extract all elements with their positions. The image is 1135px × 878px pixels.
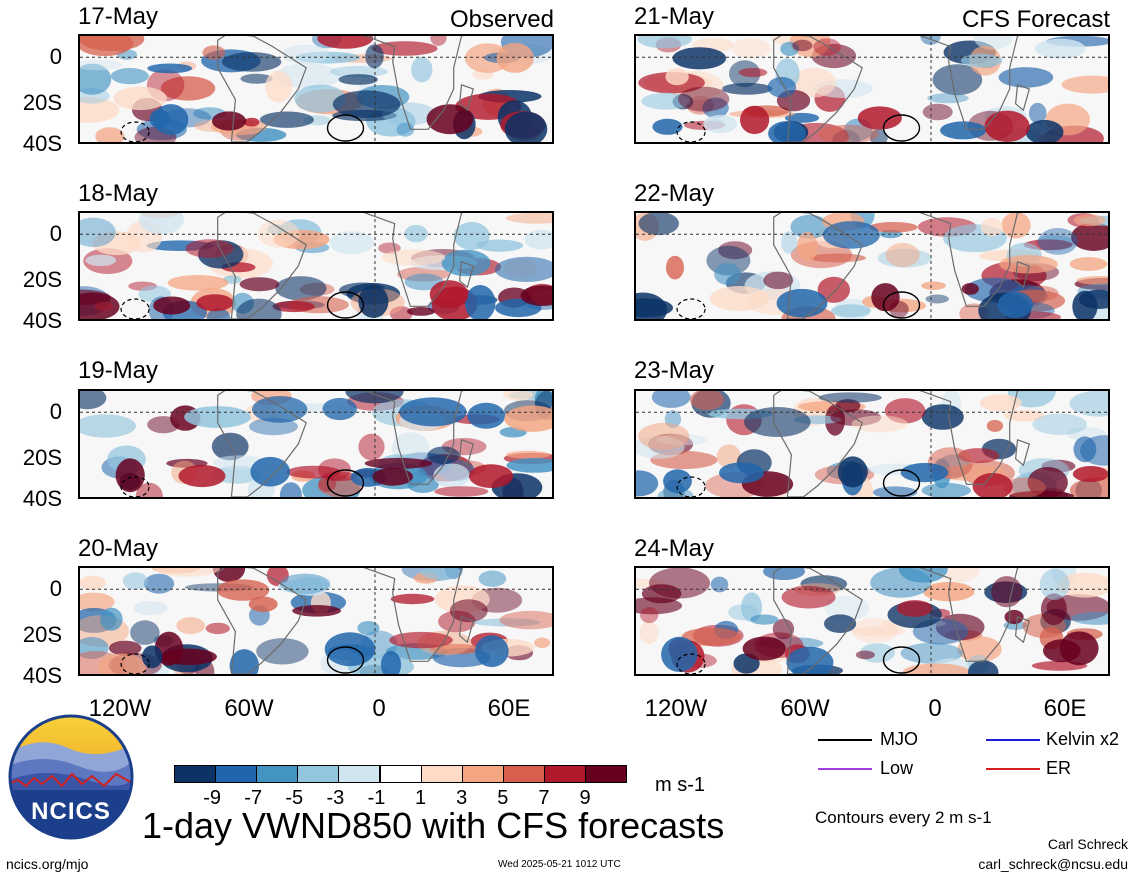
- y-tick-label: 20S: [22, 90, 62, 115]
- footer-email[interactable]: carl_schreck@ncsu.edu: [978, 856, 1128, 872]
- legend-label: Kelvin x2: [1046, 729, 1120, 749]
- legend-label: MJO: [880, 729, 918, 749]
- colorbar-units: m s-1: [655, 774, 705, 796]
- y-tick-label: 40S: [22, 131, 62, 156]
- colorbar-tick-label: -1: [367, 787, 386, 809]
- wind-anomaly-map: [80, 391, 552, 497]
- panel-date: 23-May: [634, 357, 715, 384]
- panel-date: 19-May: [78, 357, 159, 384]
- logo-icon: [8, 714, 134, 840]
- y-tick-label: 40S: [22, 308, 62, 333]
- footer-author: Carl Schreck: [1047, 836, 1128, 852]
- wind-anomaly-map: [80, 213, 552, 319]
- colorbar-swatch: [543, 765, 586, 783]
- panel-date: 21-May: [634, 3, 715, 30]
- main-title: 1-day VWND850 with CFS forecasts: [142, 805, 725, 846]
- wind-anomaly-map: [636, 391, 1108, 497]
- panel-date: 17-May: [78, 3, 159, 30]
- footer-timestamp: Wed 2025-05-21 1012 UTC: [498, 859, 621, 870]
- y-tick-label: 40S: [22, 486, 62, 511]
- x-tick-label: 60E: [487, 695, 531, 722]
- colorbar-tick-label: 5: [497, 787, 509, 809]
- footer-url[interactable]: ncics.org/mjo: [6, 856, 89, 872]
- x-tick-label: 60W: [780, 695, 830, 722]
- wind-anomaly-map: [636, 36, 1108, 142]
- colorbar-tick-label: -3: [326, 787, 345, 809]
- y-tick-label: 0: [49, 44, 62, 69]
- logo-text: NCICS: [31, 798, 111, 825]
- y-tick-label: 20S: [22, 267, 62, 292]
- x-tick-label: 0: [928, 695, 942, 722]
- panel-date: 24-May: [634, 535, 715, 562]
- colorbar-swatch: [461, 765, 504, 783]
- x-tick-label: 60E: [1043, 695, 1087, 722]
- colorbar-tick-label: 7: [538, 787, 550, 809]
- x-tick-label: 120W: [88, 695, 152, 722]
- colorbar-swatch: [297, 765, 340, 783]
- observed-label: Observed: [449, 6, 554, 33]
- x-tick-label: 0: [372, 695, 386, 722]
- colorbar-swatch: [338, 765, 381, 783]
- colorbar-tick-label: 1: [415, 787, 427, 809]
- y-tick-label: 0: [49, 221, 62, 246]
- legend-swatch-mjo: [818, 739, 872, 741]
- ncics-logo: NCICS: [8, 714, 134, 840]
- y-tick-label: 20S: [22, 445, 62, 470]
- legend-swatch-low: [818, 768, 872, 770]
- map-panel: [634, 389, 1110, 499]
- map-panel: [634, 211, 1110, 321]
- x-tick-label: 120W: [644, 695, 708, 722]
- colorbar-swatch: [502, 765, 545, 783]
- colorbar-swatch: [420, 765, 463, 783]
- map-panel: [78, 566, 554, 676]
- colorbar-tick-label: -7: [244, 787, 263, 809]
- wind-anomaly-map: [80, 36, 552, 142]
- panel-date: 18-May: [78, 180, 159, 207]
- wind-anomaly-map: [636, 213, 1108, 319]
- colorbar-swatch: [174, 765, 217, 783]
- colorbar-tick-label: 3: [456, 787, 468, 809]
- forecast-label: CFS Forecast: [961, 6, 1110, 33]
- y-tick-label: 40S: [22, 663, 62, 688]
- legend-label: Low: [880, 758, 914, 778]
- map-panel: [78, 389, 554, 499]
- panel-date: 22-May: [634, 180, 715, 207]
- map-panel: [78, 211, 554, 321]
- y-tick-label: 0: [49, 399, 62, 424]
- map-panel: [634, 566, 1110, 676]
- colorbar-swatch: [585, 765, 628, 783]
- wind-anomaly-map: [80, 568, 552, 674]
- colorbar-tick-label: -5: [285, 787, 304, 809]
- panel-date: 20-May: [78, 535, 159, 562]
- contours-note: Contours every 2 m s-1: [815, 808, 992, 827]
- y-tick-label: 20S: [22, 622, 62, 647]
- x-tick-label: 60W: [224, 695, 274, 722]
- colorbar-tick-label: -9: [203, 787, 221, 809]
- legend-label: ER: [1046, 758, 1072, 778]
- legend-swatch-kelvin: [986, 739, 1040, 741]
- legend-swatch-er: [986, 768, 1040, 770]
- y-tick-label: 0: [49, 576, 62, 601]
- colorbar-swatch: [379, 765, 422, 783]
- colorbar-swatch: [256, 765, 299, 783]
- wind-anomaly-map: [636, 568, 1108, 674]
- map-panel: [78, 34, 554, 144]
- colorbar-swatch: [215, 765, 258, 783]
- map-panel: [634, 34, 1110, 144]
- colorbar-tick-label: 9: [579, 787, 591, 809]
